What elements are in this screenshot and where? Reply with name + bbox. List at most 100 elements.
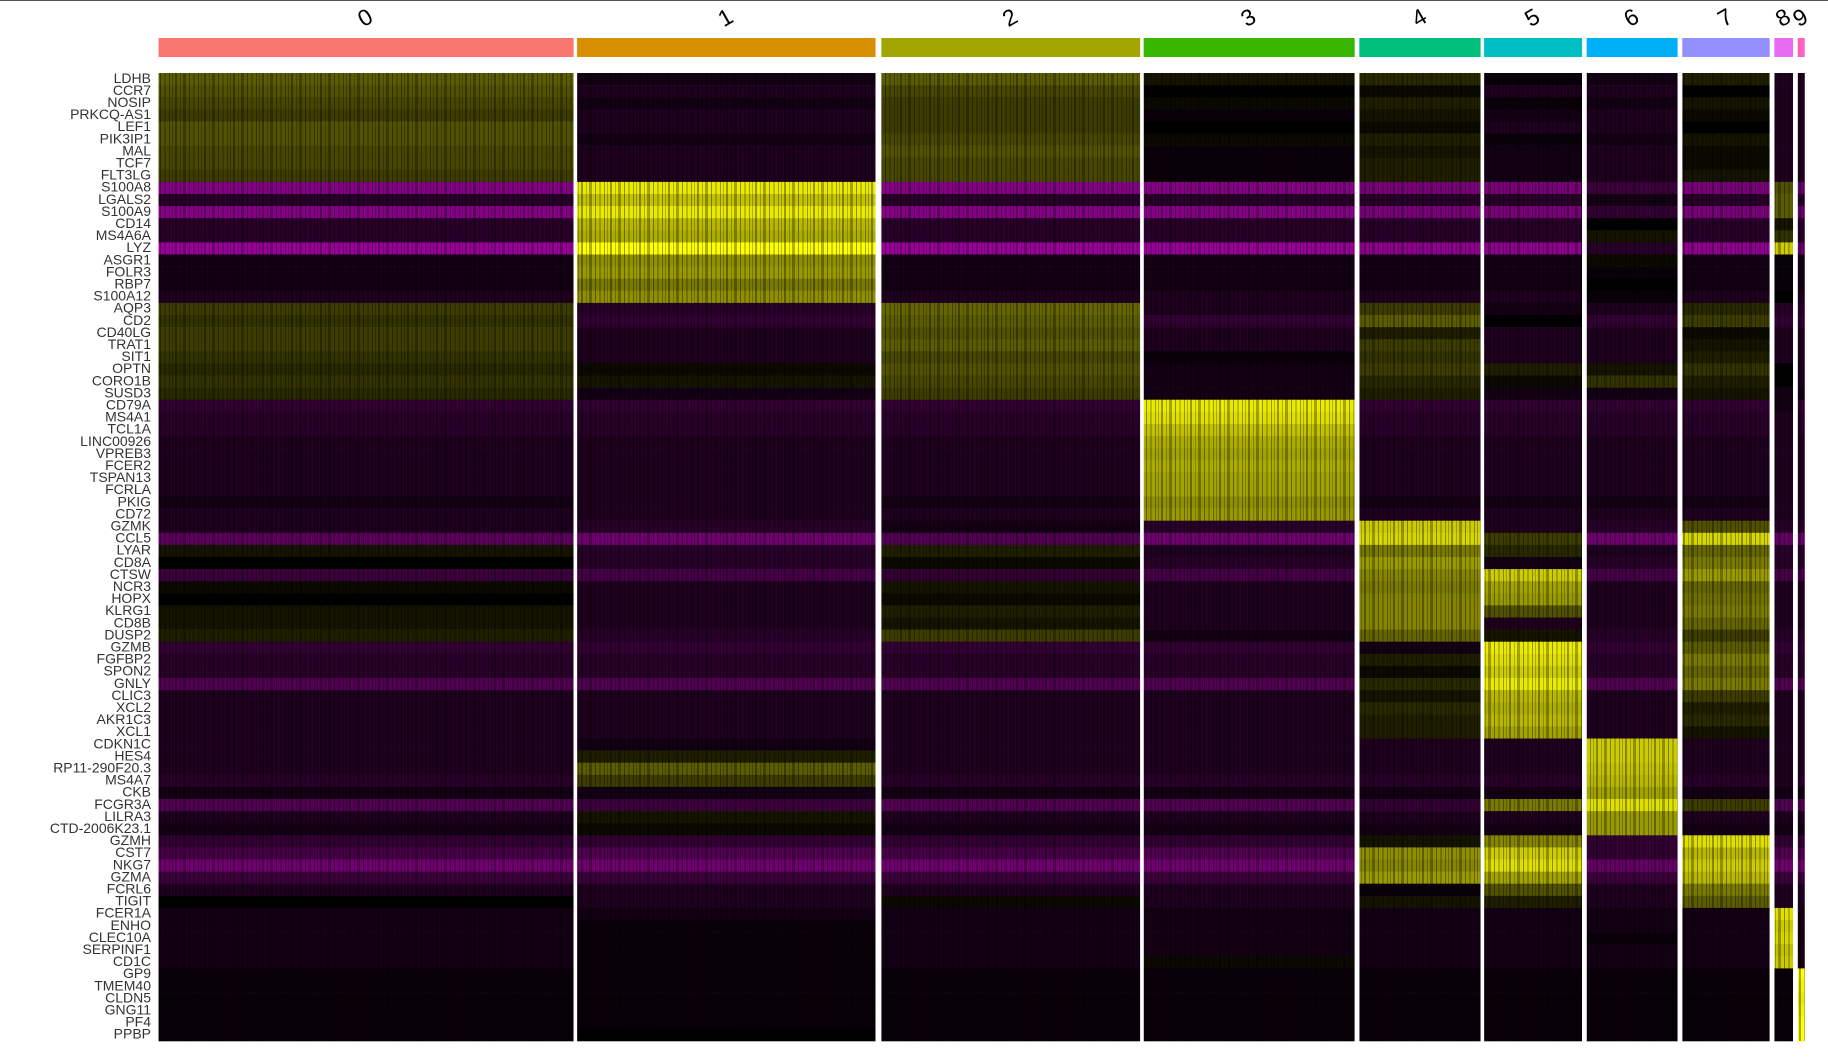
heatmap-cell xyxy=(158,411,574,425)
heatmap-cell xyxy=(158,605,574,618)
gene-label: GZMB xyxy=(111,638,151,654)
heatmap-cell xyxy=(577,786,876,800)
heatmap-cell xyxy=(881,750,1141,763)
heatmap-cell xyxy=(158,678,574,691)
heatmap-cell xyxy=(158,738,574,751)
heatmap-cell xyxy=(1484,448,1583,461)
heatmap-cell xyxy=(1586,73,1678,86)
heatmap-cell xyxy=(158,387,574,400)
heatmap-cell xyxy=(1359,968,1481,981)
heatmap-cell xyxy=(1359,520,1481,534)
heatmap-cell xyxy=(1484,1028,1583,1042)
heatmap-cell xyxy=(1359,944,1481,957)
heatmap-cell xyxy=(1797,133,1805,146)
heatmap-cell xyxy=(1797,690,1805,703)
heatmap-cell xyxy=(577,883,876,897)
heatmap-cell xyxy=(1359,436,1481,449)
heatmap-cell xyxy=(881,460,1141,473)
heatmap-cell xyxy=(1797,944,1805,957)
heatmap-cell xyxy=(1797,520,1805,534)
cluster-label: 5 xyxy=(1520,3,1544,32)
heatmap-cell xyxy=(1797,302,1805,316)
heatmap-cell xyxy=(577,230,876,243)
heatmap-cell xyxy=(577,206,876,219)
heatmap-cell xyxy=(881,1016,1141,1030)
heatmap-cell xyxy=(1682,242,1770,255)
heatmap-cell xyxy=(1143,218,1355,231)
heatmap-cell xyxy=(1797,847,1805,860)
gene-label: CD1C xyxy=(113,953,151,969)
heatmap-cell xyxy=(1484,557,1583,570)
heatmap-cell xyxy=(1586,121,1678,134)
heatmap-cell xyxy=(1797,206,1805,219)
heatmap-cell xyxy=(158,1016,574,1030)
heatmap-cell xyxy=(1484,496,1583,509)
heatmap-cell xyxy=(577,1016,876,1030)
heatmap-cell xyxy=(158,665,574,679)
heatmap-cell xyxy=(1797,992,1805,1005)
heatmap-cell xyxy=(1359,109,1481,122)
heatmap-cell xyxy=(1484,762,1583,776)
heatmap-cell xyxy=(1484,327,1583,340)
heatmap-cell xyxy=(1682,266,1770,279)
heatmap-cell xyxy=(1359,218,1481,231)
heatmap-cell xyxy=(881,423,1141,437)
heatmap-cell xyxy=(158,109,574,122)
heatmap-cell xyxy=(1484,702,1583,715)
heatmap-cell xyxy=(1797,399,1805,413)
heatmap-cell xyxy=(1484,932,1583,945)
heatmap-cell xyxy=(1682,920,1770,933)
gene-label: CTD-2006K23.1 xyxy=(50,820,151,836)
heatmap-cell xyxy=(1797,532,1805,546)
heatmap-cell xyxy=(1359,206,1481,219)
heatmap-cell xyxy=(1484,121,1583,134)
heatmap-cell xyxy=(577,932,876,945)
heatmap-cell xyxy=(1143,194,1355,207)
heatmap-cell xyxy=(1774,907,1794,921)
heatmap-cell xyxy=(1682,811,1770,824)
heatmap-cell xyxy=(1797,605,1805,618)
heatmap-cell xyxy=(1143,387,1355,400)
heatmap-cell xyxy=(1143,351,1355,364)
heatmap-cell xyxy=(1682,1016,1770,1030)
heatmap-cell xyxy=(881,907,1141,921)
heatmap-cell xyxy=(1359,859,1481,872)
heatmap-cell xyxy=(1586,847,1678,860)
heatmap-cell xyxy=(1586,907,1678,921)
heatmap-cell xyxy=(1359,581,1481,594)
heatmap-cell xyxy=(1359,907,1481,921)
heatmap-cell xyxy=(1774,944,1794,957)
heatmap-cell xyxy=(1484,351,1583,364)
cluster-bar xyxy=(1586,38,1678,57)
heatmap-cell xyxy=(1484,726,1583,739)
heatmap-cell xyxy=(1143,121,1355,134)
heatmap-cell xyxy=(1682,629,1770,642)
heatmap-cell xyxy=(577,847,876,860)
heatmap-cell xyxy=(1774,956,1794,969)
heatmap-cell xyxy=(1586,956,1678,969)
heatmap-cell xyxy=(158,448,574,461)
heatmap-cell xyxy=(577,339,876,352)
gene-label: S100A9 xyxy=(101,203,151,219)
labels: LDHBCCR7NOSIPPRKCQ-AS1LEF1PIK3IP1MALTCF7… xyxy=(50,3,1812,1042)
gene-label: LGALS2 xyxy=(98,191,151,207)
heatmap-cell xyxy=(1143,835,1355,848)
gene-label: CDKN1C xyxy=(93,735,151,751)
heatmap-cell xyxy=(158,472,574,485)
heatmap-cell xyxy=(158,581,574,594)
heatmap-cell xyxy=(1359,774,1481,788)
cluster-bar xyxy=(577,38,876,57)
heatmap-cell xyxy=(1797,811,1805,824)
heatmap-cell xyxy=(1797,254,1805,267)
heatmap-cell xyxy=(577,581,876,594)
heatmap-cell xyxy=(1682,569,1770,582)
gene-label: TRAT1 xyxy=(108,336,152,352)
heatmap-cell xyxy=(1774,399,1794,413)
heatmap-cell xyxy=(1484,532,1583,546)
heatmap-cell xyxy=(881,593,1141,606)
heatmap-cell xyxy=(1586,629,1678,642)
gene-label: PRKCQ-AS1 xyxy=(70,106,151,122)
heatmap-cell xyxy=(1143,920,1355,933)
heatmap-cell xyxy=(158,375,574,388)
heatmap-cell xyxy=(1797,544,1805,558)
